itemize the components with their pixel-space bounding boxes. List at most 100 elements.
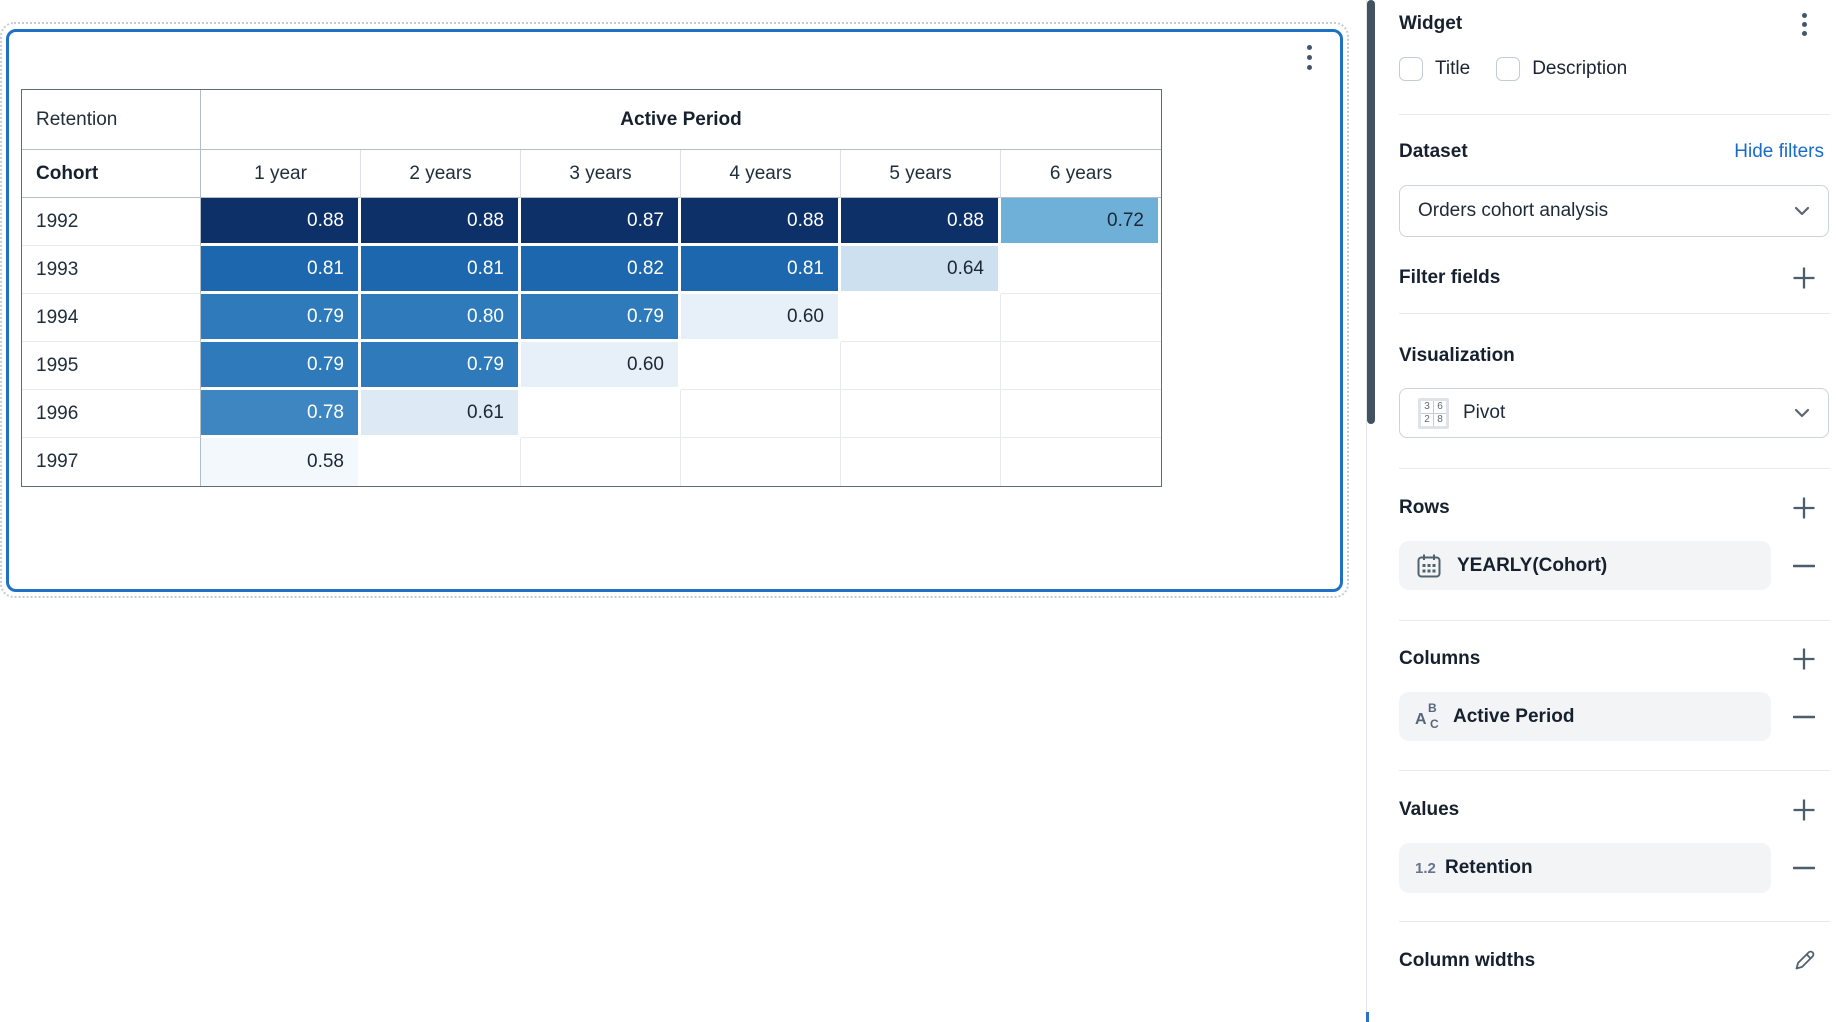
values-field-label: Retention bbox=[1445, 857, 1533, 878]
value-cell[interactable]: 0.61 bbox=[361, 390, 521, 438]
row-label[interactable]: 1992 bbox=[22, 198, 201, 246]
add-filter-button[interactable] bbox=[1792, 266, 1816, 290]
value-cell[interactable]: 0.88 bbox=[361, 198, 521, 246]
values-label: Values bbox=[1399, 799, 1460, 820]
pivot-widget[interactable]: Retention Active Period Cohort 1 year 2 year… bbox=[0, 22, 1349, 598]
hide-filters-link[interactable]: Hide filters bbox=[1734, 141, 1824, 162]
panel-header: Widget bbox=[1399, 8, 1830, 40]
empty-cell bbox=[841, 342, 1001, 390]
value-cell[interactable]: 0.79 bbox=[201, 342, 361, 390]
panel-menu-button[interactable] bbox=[1792, 12, 1816, 36]
values-field-chip[interactable]: 1.2 Retention bbox=[1399, 843, 1771, 893]
divider-accent bbox=[1366, 1012, 1369, 1022]
value-cell[interactable]: 0.58 bbox=[201, 438, 361, 486]
chevron-down-icon bbox=[1794, 206, 1810, 216]
empty-cell bbox=[361, 438, 521, 486]
value-cell[interactable]: 0.81 bbox=[201, 246, 361, 294]
minus-icon bbox=[1793, 866, 1815, 870]
column-header[interactable]: 5 years bbox=[841, 150, 1001, 198]
empty-cell bbox=[681, 438, 841, 486]
add-value-field-button[interactable] bbox=[1792, 798, 1816, 822]
value-cell[interactable]: 0.82 bbox=[521, 246, 681, 294]
row-label[interactable]: 1996 bbox=[22, 390, 201, 438]
value-cell[interactable]: 0.78 bbox=[201, 390, 361, 438]
row-label[interactable]: 1994 bbox=[22, 294, 201, 342]
value-cell[interactable]: 0.60 bbox=[681, 294, 841, 342]
kebab-icon bbox=[1306, 44, 1312, 50]
value-cell[interactable]: 0.79 bbox=[521, 294, 681, 342]
remove-row-field-button[interactable] bbox=[1792, 554, 1816, 578]
edit-column-widths-button[interactable] bbox=[1792, 949, 1816, 973]
empty-cell bbox=[681, 390, 841, 438]
remove-value-field-button[interactable] bbox=[1792, 856, 1816, 880]
divider bbox=[1399, 468, 1830, 469]
empty-cell bbox=[521, 390, 681, 438]
rows-field-chip[interactable]: YEARLY(Cohort) bbox=[1399, 541, 1771, 590]
dataset-select[interactable]: Orders cohort analysis bbox=[1399, 185, 1829, 237]
filter-fields-label: Filter fields bbox=[1399, 267, 1501, 288]
add-column-field-button[interactable] bbox=[1792, 647, 1816, 671]
plus-icon bbox=[1793, 648, 1815, 670]
value-cell[interactable]: 0.88 bbox=[201, 198, 361, 246]
title-checkbox-label: Title bbox=[1435, 58, 1471, 79]
value-cell[interactable]: 0.81 bbox=[361, 246, 521, 294]
divider bbox=[1399, 620, 1830, 621]
measure-label-cell: Retention bbox=[22, 90, 201, 150]
display-options: Title Description bbox=[1399, 55, 1830, 83]
value-cell[interactable]: 0.60 bbox=[521, 342, 681, 390]
column-header[interactable]: 3 years bbox=[521, 150, 681, 198]
column-header[interactable]: 1 year bbox=[201, 150, 361, 198]
visualization-header: Visualization bbox=[1399, 342, 1830, 370]
empty-cell bbox=[841, 390, 1001, 438]
numeric-format-icon: 1.2 bbox=[1415, 859, 1436, 877]
empty-cell bbox=[1001, 438, 1161, 486]
value-cell[interactable]: 0.88 bbox=[841, 198, 1001, 246]
visualization-label: Visualization bbox=[1399, 345, 1515, 366]
empty-cell bbox=[841, 438, 1001, 486]
panel-title: Widget bbox=[1399, 13, 1463, 34]
row-label[interactable]: 1997 bbox=[22, 438, 201, 486]
row-label[interactable]: 1993 bbox=[22, 246, 201, 294]
plus-icon bbox=[1793, 799, 1815, 821]
empty-cell bbox=[521, 438, 681, 486]
calendar-icon bbox=[1417, 554, 1441, 577]
row-label[interactable]: 1995 bbox=[22, 342, 201, 390]
value-cell[interactable]: 0.72 bbox=[1001, 198, 1161, 246]
rows-field-row: YEARLY(Cohort) bbox=[1399, 541, 1830, 590]
value-cell[interactable]: 0.88 bbox=[681, 198, 841, 246]
plus-icon bbox=[1793, 497, 1815, 519]
add-row-field-button[interactable] bbox=[1792, 496, 1816, 520]
divider bbox=[1399, 313, 1830, 314]
widget-menu-button[interactable] bbox=[1297, 44, 1321, 70]
value-cell[interactable]: 0.87 bbox=[521, 198, 681, 246]
sidebar-scrollbar-thumb[interactable] bbox=[1367, 0, 1375, 424]
filter-fields-header: Filter fields bbox=[1399, 264, 1830, 292]
kebab-icon bbox=[1801, 12, 1807, 18]
row-dimension-header[interactable]: Cohort bbox=[22, 150, 201, 198]
value-cell[interactable]: 0.80 bbox=[361, 294, 521, 342]
column-header[interactable]: 4 years bbox=[681, 150, 841, 198]
value-cell[interactable]: 0.81 bbox=[681, 246, 841, 294]
empty-cell bbox=[1001, 246, 1161, 294]
remove-column-field-button[interactable] bbox=[1792, 705, 1816, 729]
description-checkbox-label: Description bbox=[1532, 58, 1628, 79]
widget-settings-panel: Widget Title Description Dataset Hide fi… bbox=[1376, 0, 1836, 1022]
divider bbox=[1399, 770, 1830, 771]
empty-cell bbox=[1001, 342, 1161, 390]
empty-cell bbox=[681, 342, 841, 390]
value-cell[interactable]: 0.79 bbox=[201, 294, 361, 342]
title-toggle: Title bbox=[1399, 57, 1470, 81]
column-header[interactable]: 6 years bbox=[1001, 150, 1161, 198]
minus-icon bbox=[1793, 715, 1815, 718]
value-cell[interactable]: 0.64 bbox=[841, 246, 1001, 294]
rows-header: Rows bbox=[1399, 494, 1830, 522]
column-header[interactable]: 2 years bbox=[361, 150, 521, 198]
title-checkbox[interactable] bbox=[1399, 57, 1423, 81]
dataset-header: Dataset Hide filters bbox=[1399, 138, 1830, 166]
value-cell[interactable]: 0.79 bbox=[361, 342, 521, 390]
description-checkbox[interactable] bbox=[1496, 57, 1521, 81]
